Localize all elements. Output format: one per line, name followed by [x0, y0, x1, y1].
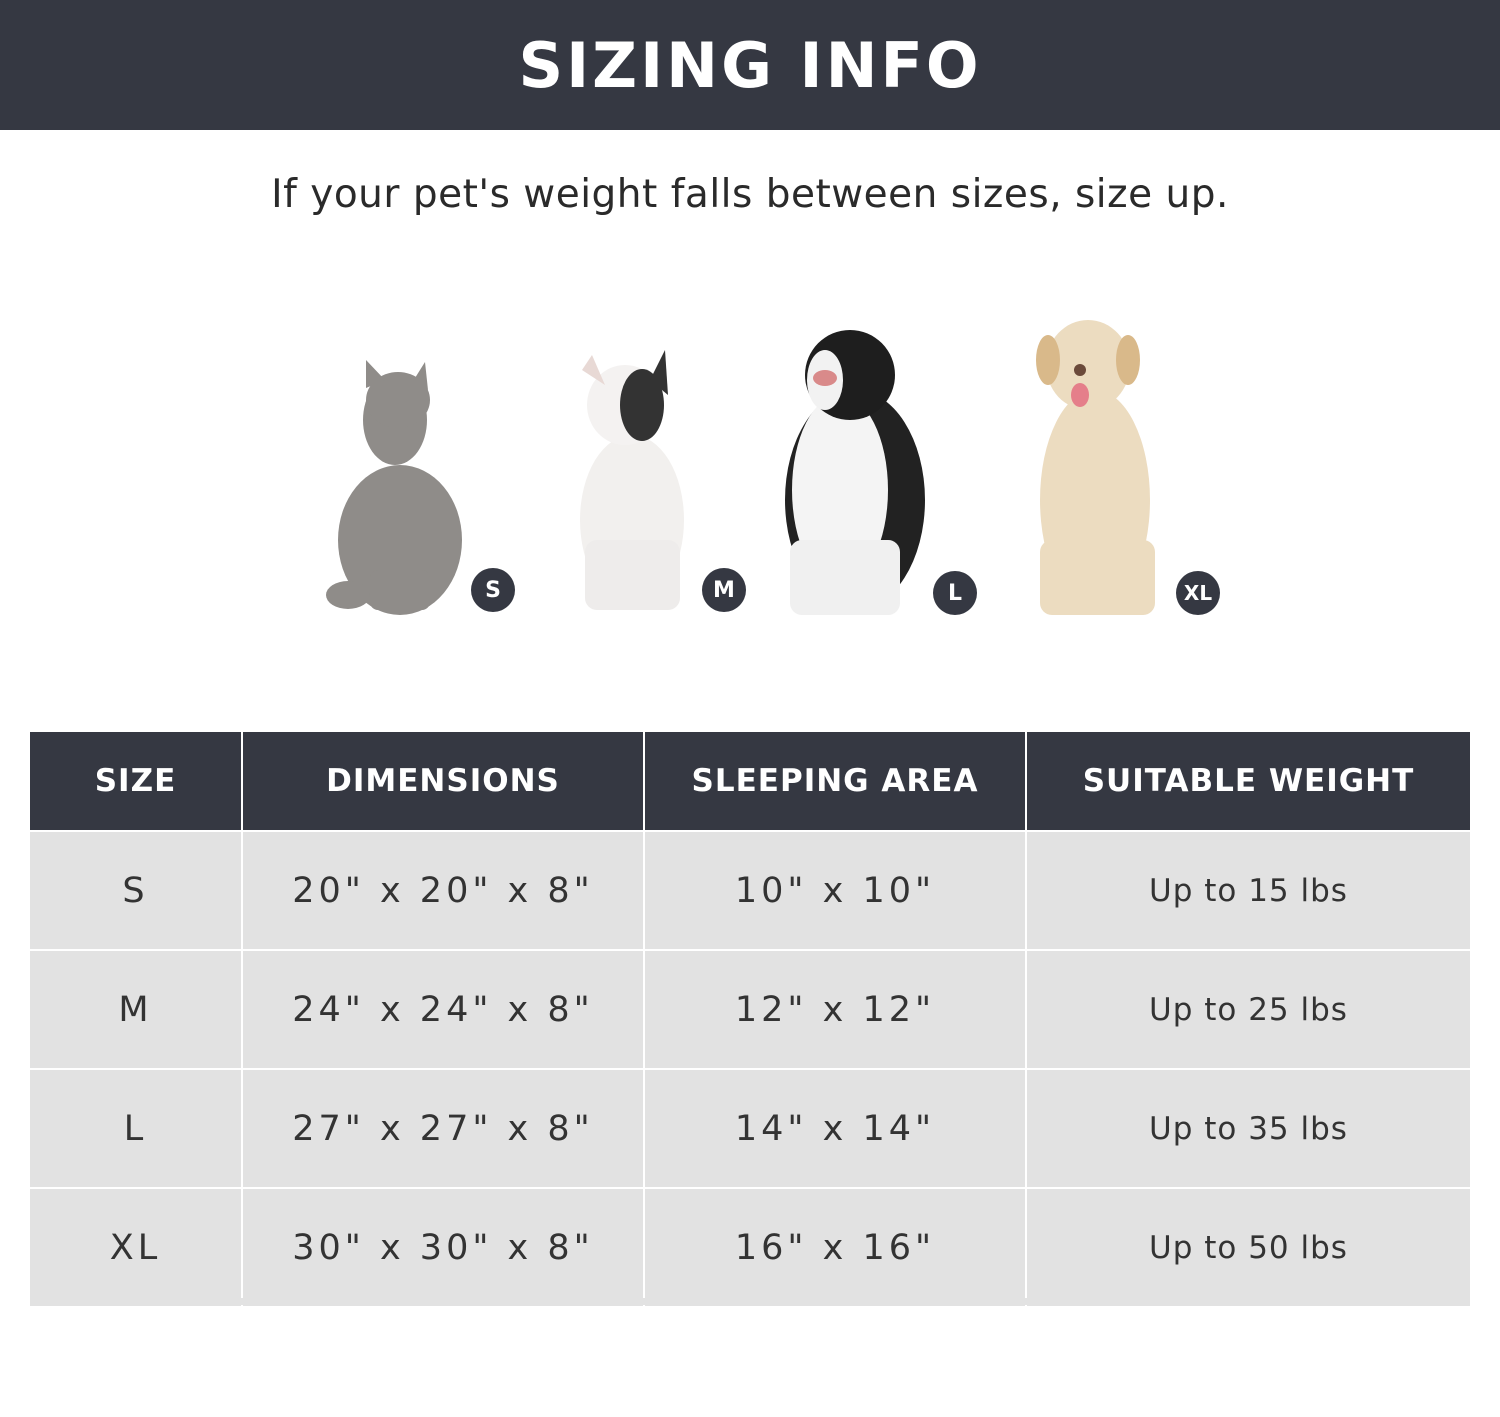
table-row: L 27" x 27" x 8" 14" x 14" Up to 35 lbs	[30, 1068, 1470, 1189]
cell-dimensions: 30" x 30" x 8"	[241, 1187, 645, 1308]
size-badge-l: L	[933, 571, 977, 615]
header-banner: SIZING INFO	[0, 0, 1500, 130]
cell-weight: Up to 50 lbs	[1025, 1187, 1470, 1308]
cell-size: M	[30, 949, 243, 1070]
header-dimensions: DIMENSIONS	[241, 732, 645, 831]
pets-image	[326, 320, 1155, 615]
header-suitable-weight: SUITABLE WEIGHT	[1025, 732, 1470, 831]
cat-image	[326, 360, 462, 615]
cell-size: S	[30, 830, 243, 951]
labrador-image	[1036, 320, 1155, 615]
size-badge-xl: XL	[1176, 571, 1220, 615]
cell-sleeping-area: 10" x 10"	[643, 830, 1027, 951]
border-collie-image	[785, 330, 925, 615]
sizing-table: SIZE DIMENSIONS SLEEPING AREA SUITABLE W…	[30, 732, 1470, 1308]
size-badge-m: M	[702, 568, 746, 612]
subtitle: If your pet's weight falls between sizes…	[271, 172, 1229, 217]
cell-sleeping-area: 16" x 16"	[643, 1187, 1027, 1308]
table-row: M 24" x 24" x 8" 12" x 12" Up to 25 lbs	[30, 949, 1470, 1070]
french-bulldog-image	[580, 350, 684, 610]
size-badge-s: S	[471, 568, 515, 612]
cell-dimensions: 20" x 20" x 8"	[241, 830, 645, 951]
table-bottom-strip	[30, 1298, 1470, 1305]
cell-weight: Up to 35 lbs	[1025, 1068, 1470, 1189]
cell-size: XL	[30, 1187, 243, 1308]
cell-sleeping-area: 14" x 14"	[643, 1068, 1027, 1189]
cell-dimensions: 27" x 27" x 8"	[241, 1068, 645, 1189]
cell-weight: Up to 15 lbs	[1025, 830, 1470, 951]
cell-sleeping-area: 12" x 12"	[643, 949, 1027, 1070]
page-title: SIZING INFO	[518, 28, 982, 102]
cell-weight: Up to 25 lbs	[1025, 949, 1470, 1070]
header-sleeping-area: SLEEPING AREA	[643, 732, 1027, 831]
cell-size: L	[30, 1068, 243, 1189]
table-header-row: SIZE DIMENSIONS SLEEPING AREA SUITABLE W…	[30, 732, 1470, 831]
table-row: XL 30" x 30" x 8" 16" x 16" Up to 50 lbs	[30, 1187, 1470, 1308]
header-size: SIZE	[30, 732, 243, 831]
table-row: S 20" x 20" x 8" 10" x 10" Up to 15 lbs	[30, 830, 1470, 951]
cell-dimensions: 24" x 24" x 8"	[241, 949, 645, 1070]
pet-illustrations: S M L XL	[0, 300, 1500, 640]
